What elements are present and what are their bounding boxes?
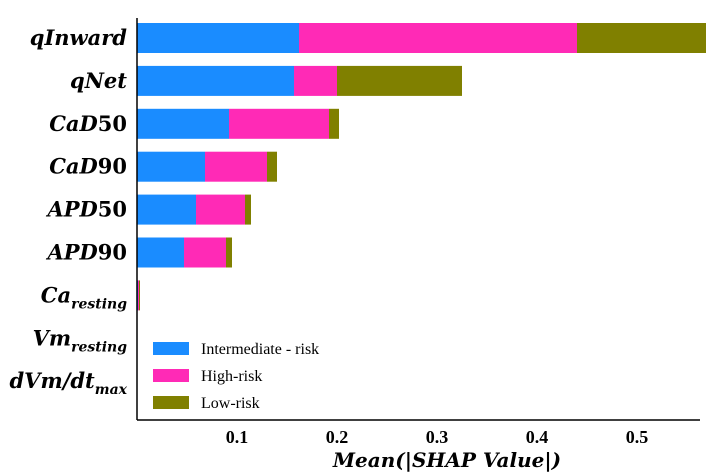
x-tick-label-3: 0.4 [526, 427, 549, 447]
y-tick-label-1: qNet [70, 68, 127, 93]
legend-label-2: Low-risk [201, 395, 260, 412]
legend-label-1: High-risk [201, 368, 262, 385]
bar-low-risk-2 [329, 108, 339, 139]
x-axis-label: Mean(|SHAP Value|) [332, 448, 561, 472]
bar-intermediate-risk-5 [137, 237, 184, 268]
bar-intermediate-risk-4 [137, 194, 196, 225]
bar-low-risk-4 [245, 194, 251, 225]
bar-high-risk-1 [294, 65, 337, 96]
bar-intermediate-risk-3 [137, 151, 205, 182]
legend: Intermediate - risk High-risk Low-risk [153, 341, 319, 412]
x-tick-label-1: 0.2 [326, 427, 349, 447]
bar-low-risk-3 [267, 151, 277, 182]
bar-high-risk-3 [205, 151, 267, 182]
legend-label-0: Intermediate - risk [201, 341, 319, 358]
y-tick-label-3: CaD90 [49, 154, 127, 179]
bar-high-risk-4 [196, 194, 245, 225]
x-tick-label-4: 0.5 [626, 427, 649, 447]
y-tick-label-5: APD90 [45, 240, 127, 265]
bar-intermediate-risk-2 [137, 108, 229, 139]
bar-high-risk-5 [184, 237, 226, 268]
bar-intermediate-risk-0 [137, 23, 299, 53]
bar-low-risk-6 [139, 280, 140, 311]
legend-swatch-0 [153, 342, 189, 355]
y-tick-label-6: Caresting [41, 282, 127, 312]
y-tick-labels: qInward qNet CaD50 CaD90 APD50 APD90 Caresting… [10, 25, 128, 398]
y-tick-label-0: qInward [30, 25, 128, 50]
bar-intermediate-risk-1 [137, 65, 294, 96]
legend-swatch-1 [153, 369, 189, 382]
x-tick-label-0: 0.1 [226, 427, 249, 447]
bar-high-risk-6 [138, 280, 139, 311]
y-tick-label-2: CaD50 [49, 111, 127, 136]
y-tick-label-8: dVm/dtmax [10, 368, 128, 398]
bar-high-risk-2 [229, 108, 329, 139]
x-tick-label-2: 0.3 [426, 427, 449, 447]
bar-low-risk-0 [577, 23, 706, 53]
bar-layer [137, 23, 706, 311]
bar-low-risk-5 [226, 237, 232, 268]
bar-high-risk-0 [299, 23, 577, 53]
legend-swatch-2 [153, 396, 189, 409]
bar-low-risk-1 [337, 65, 462, 96]
y-tick-label-4: APD50 [45, 197, 127, 222]
y-tick-label-7: Vmresting [33, 325, 128, 355]
x-tick-labels: 0.10.20.30.40.50.60.7 [226, 427, 649, 447]
